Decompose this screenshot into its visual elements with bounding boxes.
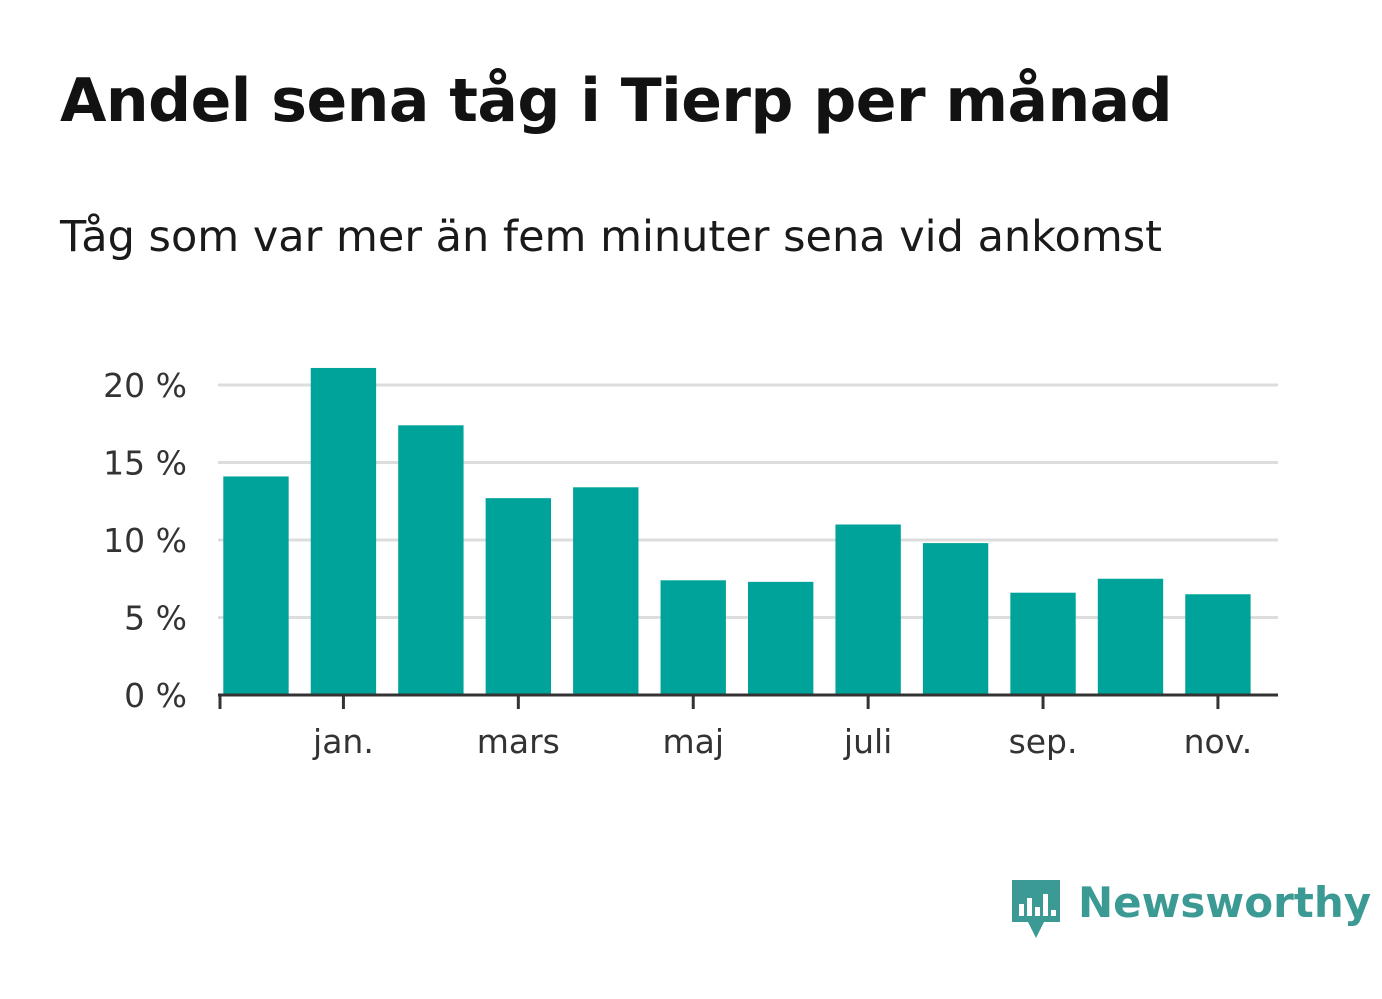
- x-axis-labels: jan. mars maj juli sep. nov.: [312, 722, 1252, 761]
- bar-aug: [922, 543, 989, 695]
- chart-title: Andel sena tåg i Tierp per månad: [60, 66, 1173, 136]
- y-tick-label: 15 %: [103, 444, 187, 483]
- x-tick-label: sep.: [1009, 722, 1078, 761]
- x-tick-label: nov.: [1184, 722, 1253, 761]
- bar-juni: [748, 581, 814, 695]
- x-tick-label: mars: [477, 722, 560, 761]
- y-axis-labels: 0 % 5 % 10 % 15 % 20 %: [103, 366, 187, 715]
- x-axis: [218, 693, 1278, 709]
- bar-feb: [398, 425, 464, 695]
- bars: [223, 367, 1251, 695]
- y-tick-label: 10 %: [103, 521, 187, 560]
- bar-juli: [835, 524, 901, 695]
- x-tick-label: maj: [662, 722, 724, 761]
- y-tick-label: 5 %: [124, 599, 187, 638]
- bar-dec: [223, 476, 289, 695]
- x-tick-label: jan.: [312, 722, 374, 761]
- bar-nov: [1185, 594, 1251, 695]
- x-tick-label: juli: [843, 722, 892, 761]
- bar-okt: [1097, 578, 1164, 695]
- bar-sep: [1010, 592, 1076, 695]
- brand-name: Newsworthy: [1078, 878, 1372, 927]
- bar-maj: [660, 580, 726, 695]
- chart-subtitle: Tåg som var mer än fem minuter sena vid …: [60, 212, 1163, 262]
- newsworthy-logo-icon: [1012, 880, 1060, 938]
- y-tick-label: 0 %: [124, 676, 187, 715]
- brand[interactable]: Newsworthy: [1010, 878, 1371, 940]
- bar-mars: [485, 498, 552, 695]
- bar-jan: [310, 367, 377, 695]
- y-tick-label: 20 %: [103, 366, 187, 405]
- bar-april: [573, 487, 639, 695]
